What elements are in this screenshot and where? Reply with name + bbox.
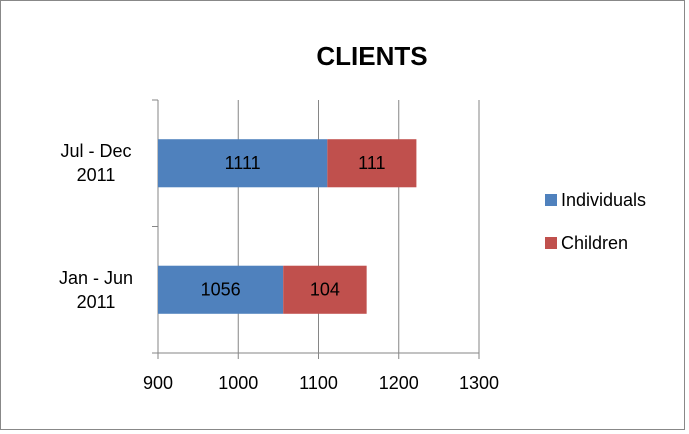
data-label: 1111: [225, 153, 261, 173]
data-label: 104: [310, 280, 340, 300]
x-tick-label: 900: [143, 373, 173, 393]
x-tick-label: 1000: [218, 373, 258, 393]
x-tick-label: 1200: [379, 373, 419, 393]
legend-swatch: [545, 194, 557, 206]
bar-segment: [283, 265, 367, 314]
legend-swatch: [545, 237, 557, 249]
bar-segment: [158, 265, 284, 314]
data-label: 111: [358, 153, 385, 173]
data-label: 1056: [201, 280, 241, 300]
legend-label: Children: [561, 233, 628, 253]
y-tick-label: Jan - Jun 2011: [58, 267, 134, 312]
bar-segment: [158, 139, 328, 188]
y-tick-label: Jul - Dec 2011: [60, 141, 132, 186]
x-tick-label: 1100: [299, 373, 338, 393]
bar-segment: [327, 139, 417, 188]
x-tick-label: 1300: [459, 373, 499, 393]
chart-title: CLIENTS: [316, 41, 427, 71]
legend-label: Individuals: [561, 190, 646, 210]
